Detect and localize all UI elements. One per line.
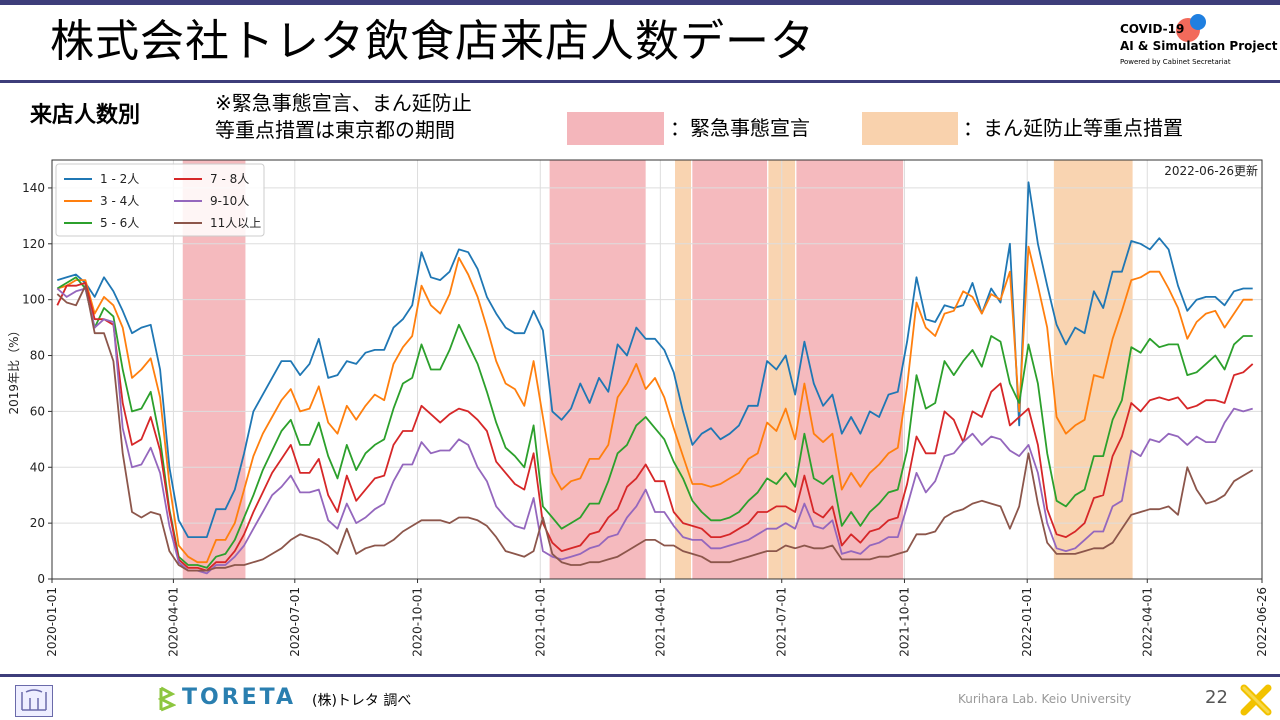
y-tick-label: 0 (37, 572, 45, 586)
legend-label: 7 - 8人 (210, 172, 249, 186)
y-axis-label: 2019年比（%） (7, 325, 21, 415)
title-divider (0, 80, 1280, 83)
y-tick-label: 120 (22, 237, 45, 251)
x-tick-label: 2021-10-01 (897, 587, 911, 657)
legend-label: 5 - 6人 (100, 216, 139, 230)
y-tick-label: 100 (22, 293, 45, 307)
semi-emergency-swatch (862, 112, 958, 145)
y-tick-label: 40 (30, 460, 45, 474)
semi-period-band (675, 160, 692, 579)
data-source: (株)トレタ 調べ (312, 693, 412, 709)
y-tick-label: 60 (30, 404, 45, 418)
series-line-2 (57, 245, 1253, 564)
emergency-swatch (567, 112, 664, 145)
section-label: 来店人数別 (30, 103, 141, 128)
x-tick-label: 2022-06-26 (1255, 587, 1269, 657)
logo-line1: COVID-19 (1120, 22, 1185, 36)
x-tick-label: 2022-04-01 (1140, 587, 1154, 657)
y-tick-label: 80 (30, 349, 45, 363)
x-tick-label: 2020-04-01 (166, 587, 180, 657)
emergency-period-band (549, 160, 646, 579)
semi-period-band (1053, 160, 1133, 579)
emergency-period-band (692, 160, 768, 579)
logo-line2: AI & Simulation Project (1120, 39, 1278, 53)
x-tick-label: 2021-04-01 (653, 587, 667, 657)
series-line-4 (56, 281, 1254, 572)
toreta-icon (158, 686, 176, 712)
legend-box (55, 163, 265, 237)
footer-divider (0, 674, 1280, 677)
plot-frame (51, 159, 1263, 580)
legend-label: 9-10人 (210, 194, 249, 208)
logo-line3: Powered by Cabinet Secretariat (1120, 58, 1231, 66)
covid-project-logo: COVID-19 AI & Simulation Project Powered… (1118, 14, 1277, 74)
legend-label: 1 - 2人 (100, 172, 139, 186)
x-tick-label: 2020-10-01 (411, 587, 425, 657)
lab-credit: Kurihara Lab. Keio University (958, 692, 1132, 706)
series-line-5 (56, 287, 1253, 575)
period-note-line2: 等重点措置は東京都の期間 (215, 118, 455, 142)
x-tick-label: 2022-01-01 (1020, 587, 1034, 657)
emergency-period-band (796, 160, 904, 579)
page-title: 株式会社トレタ飲食店来店人数データ (50, 16, 815, 67)
x-logo-icon (1240, 684, 1272, 716)
toreta-logo-text: TORETA (182, 685, 297, 710)
emergency-legend-label: ：緊急事態宣言 (670, 116, 810, 140)
updated-label: 2022-06-26更新 (1164, 163, 1258, 178)
series-line-1 (57, 181, 1253, 539)
x-tick-label: 2020-07-01 (288, 587, 302, 657)
lab-logo (15, 685, 53, 717)
y-tick-label: 20 (30, 516, 45, 530)
top-bar (0, 0, 1280, 5)
page-number: 22 (1205, 687, 1228, 708)
period-note-line1: ※緊急事態宣言、まん延防止 (215, 91, 472, 115)
series-line-3 (56, 276, 1253, 569)
legend-label: 11人以上 (210, 216, 261, 230)
y-tick-label: 140 (22, 181, 45, 195)
period-note: ※緊急事態宣言、まん延防止 等重点措置は東京都の期間 (215, 90, 472, 144)
logo-blue-dot (1190, 14, 1206, 30)
legend-label: 3 - 4人 (100, 194, 139, 208)
x-tick-label: 2020-01-01 (45, 587, 59, 657)
series-line-6 (56, 284, 1254, 572)
x-tick-label: 2021-01-01 (533, 587, 547, 657)
x-tick-label: 2021-07-01 (775, 587, 789, 657)
visitor-line-chart: 0 20 40 60 80 100 120 140 2020-01-01 2020-04-01 20… (7, 159, 1269, 657)
semi-emergency-legend-label: ：まん延防止等重点措置 (963, 116, 1183, 140)
